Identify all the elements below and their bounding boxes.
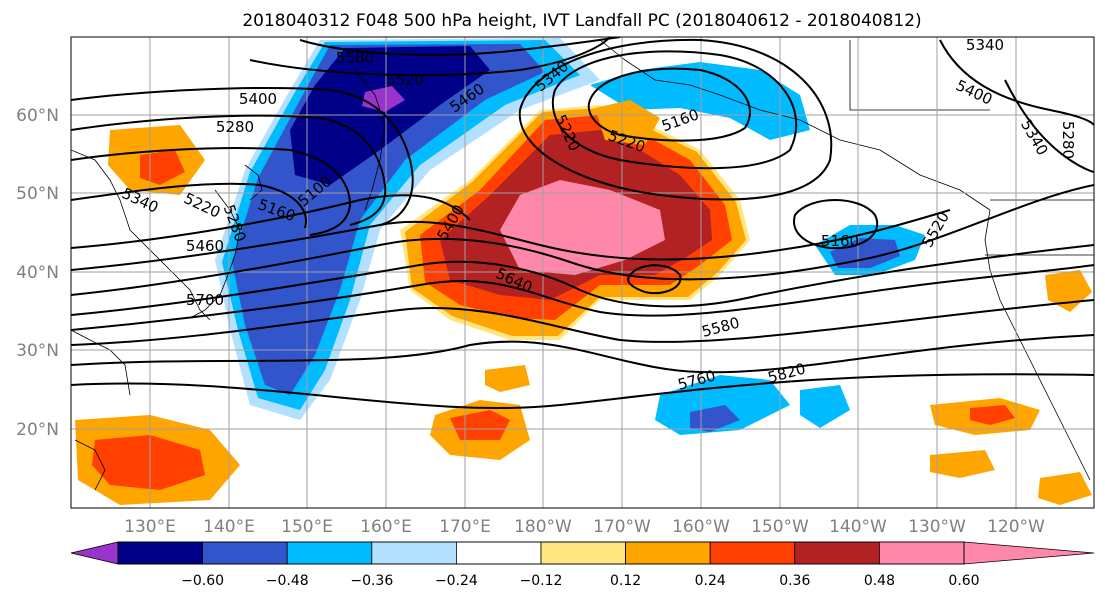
contour-label: 5280 [216,118,254,136]
shade-sw-red [92,435,205,490]
colorbar-segment [455,541,542,565]
shade-alaska-orange [595,100,660,145]
lon-label: 150°E [281,517,333,537]
colorbar-segment [286,541,373,565]
contour-5640 [71,264,1094,331]
shade-sub-blue2 [800,385,850,428]
colorbar-max-extend [963,541,1095,565]
coast-japan [189,164,263,319]
lat-label: 60°N [16,106,59,126]
map-frame [70,36,1095,509]
lon-label: 160°E [360,517,412,537]
contour-label: 5460 [186,237,224,255]
lon-label: 170°E [439,517,491,537]
lon-label: 120°W [987,517,1045,537]
contour-5520 [71,184,1094,296]
contour-west-trough-1 [71,87,414,226]
colorbar-frame [117,541,965,565]
colorbar-segment [709,541,796,565]
shade-se-red [970,405,1015,425]
lat-label: 40°N [16,263,59,283]
colorbar-tick-label: −0.60 [181,573,224,589]
contour-5460 [71,209,951,271]
contour-alaska-low-3 [518,38,833,201]
lat-label: 30°N [16,341,59,361]
contour-5820 [71,373,1094,410]
shade-sub-royal [690,405,740,432]
colorbar-tick-label: −0.36 [350,573,393,589]
shade-alaska-blue [590,62,810,140]
lat-label: 50°N [16,184,59,204]
contour-5760 [71,334,1094,374]
shade-ne-royal [830,238,900,268]
contour-low-ring-1 [627,264,682,295]
lon-label: 140°E [203,517,255,537]
contour-north-2 [249,37,611,77]
colorbar-segment [371,541,457,565]
colorbar-tick-label: 0.24 [695,573,726,589]
contour-west-trough-3 [71,147,352,236]
figure-title: 2018040312 F048 500 hPa height, IVT Land… [242,11,921,31]
contour-5700 [71,299,1094,346]
colorbar-tick-label: −0.12 [520,573,563,589]
contour-label: 5280 [1059,121,1077,159]
contour-label: 5520 [386,71,424,89]
colorbar-segment [117,541,203,565]
contour-label: 5400 [239,90,277,108]
contour-low-ring-2 [793,199,879,250]
lon-label: 140°W [829,517,887,537]
shade-mid-orange [485,365,530,392]
colorbar-tick-label: −0.48 [266,573,309,589]
contour-east-ridge-1 [939,39,1094,126]
contour-label: 5580 [336,49,374,67]
lat-label: 20°N [16,420,59,440]
lon-label: 150°W [751,517,809,537]
contour-label: 5160 [821,232,859,250]
contour-west-trough-2 [71,114,387,226]
colorbar-segment [879,541,965,565]
lon-label: 170°W [593,517,651,537]
contour-5400 [71,194,471,249]
lon-label: 130°E [124,517,176,537]
colorbar-min-extend [70,541,119,565]
contour-west-trough-4 [71,182,307,229]
colorbar-tick-label: 0.12 [610,573,641,589]
height-contours [71,37,1094,410]
shade-se-orange2 [930,450,995,478]
contour-label: 5340 [966,36,1004,54]
colorbar-segment [625,541,711,565]
shade-se-orange3 [1038,472,1092,505]
contour-alaska-low-2 [551,50,798,170]
lon-labels: 130°E 140°E 150°E 160°E 170°E 180°W 170°… [124,517,1045,537]
colorbar-segment [794,541,880,565]
contour-5580 [71,244,1094,316]
contour-label: 5700 [186,291,224,309]
colorbar-segment [202,541,288,565]
colorbar-tick-label: −0.24 [435,573,478,589]
shade-pink [500,180,665,275]
lat-labels: 60°N 50°N 40°N 30°N 20°N [16,106,59,440]
lon-label: 160°W [672,517,730,537]
colorbar: −0.60 −0.48 −0.36 −0.24 −0.12 0.12 0.24 … [70,541,1095,589]
colorbar-tick-label: 0.60 [948,573,979,589]
lon-label: 180°W [514,517,572,537]
contour-alaska-low-1 [587,67,751,142]
lon-label: 130°W [908,517,966,537]
contour-north-1 [299,37,621,56]
map-panel: 5580 5520 5460 5340 5400 5280 5220 5160 … [16,36,1095,537]
colorbar-tick-label: 0.36 [779,573,810,589]
colorbar-tick-label: 0.48 [864,573,895,589]
contour-east-ridge-2 [1004,79,1094,173]
shade-west-red [140,150,185,185]
colorbar-segment [540,541,626,565]
